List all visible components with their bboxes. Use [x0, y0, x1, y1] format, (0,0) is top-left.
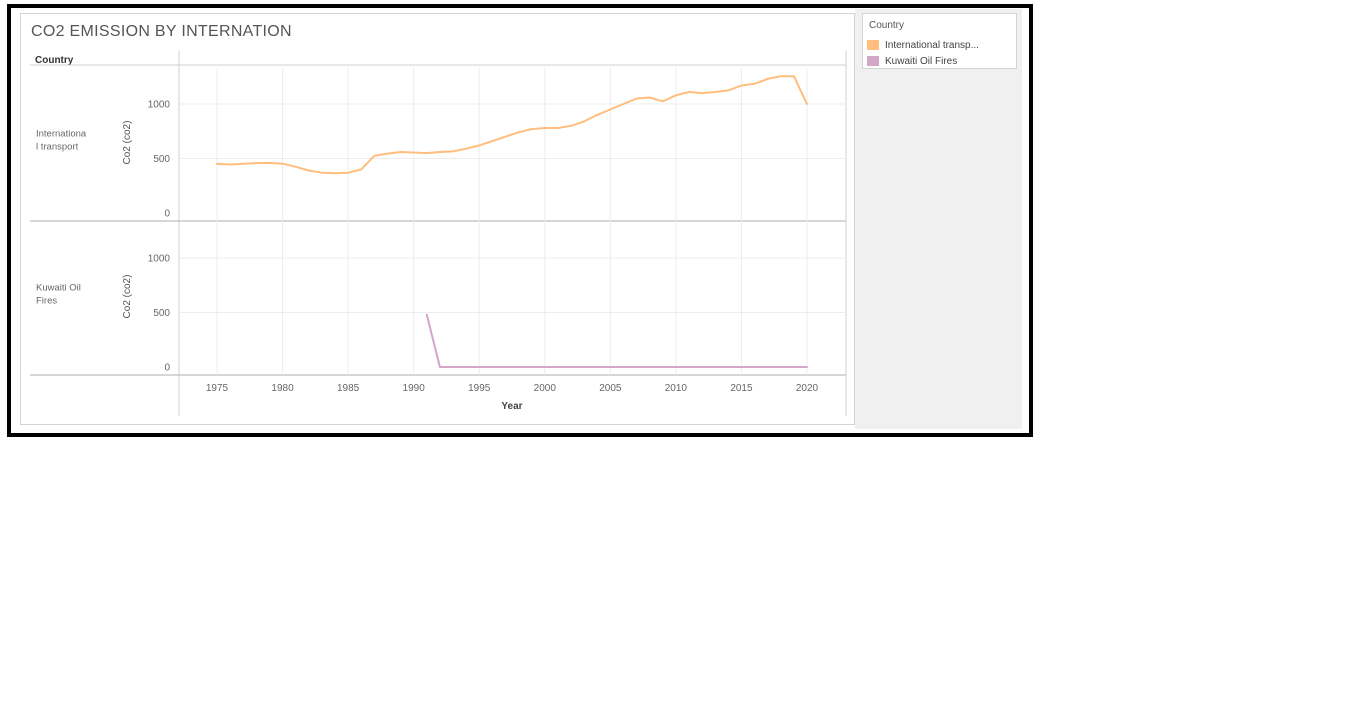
y-tick-label: 0	[164, 363, 170, 374]
legend-item-international-transport[interactable]: International transp...	[867, 38, 979, 52]
x-tick-label: 2015	[730, 383, 753, 394]
chart-title: CO2 EMISSION BY INTERNATION	[31, 23, 292, 40]
legend-swatch	[867, 56, 879, 66]
legend-label: Kuwaiti Oil Fires	[885, 55, 958, 67]
panel-row-label: Kuwaiti Oil	[36, 283, 81, 294]
x-tick-label: 1985	[337, 383, 360, 394]
series-line	[425, 313, 808, 368]
legend-label: International transp...	[885, 39, 979, 51]
legend-title: Country	[869, 20, 905, 31]
y-axis-title: Co2 (co2)	[122, 121, 133, 165]
series-line	[216, 75, 808, 175]
y-tick-label: 0	[164, 209, 170, 220]
y-tick-label: 1000	[148, 100, 171, 111]
x-tick-label: 1995	[468, 383, 491, 394]
x-tick-label: 2010	[665, 383, 688, 394]
tick-labels: 1975 1980 1985 1990 1995 2000 2005 2010 2015 2020…	[122, 100, 819, 395]
x-tick-label: 2000	[534, 383, 557, 394]
x-tick-label: 2005	[599, 383, 622, 394]
series-lines	[216, 75, 808, 368]
x-tick-label: 2020	[796, 383, 819, 394]
gridlines	[179, 68, 846, 375]
x-tick-label: 1975	[206, 383, 229, 394]
legend: Country International transp... Kuwaiti …	[862, 13, 1017, 69]
side-panel	[855, 9, 1022, 429]
x-axis-title: Year	[501, 401, 522, 412]
panel-row-label: Internationa	[36, 129, 87, 140]
y-tick-label: 500	[153, 308, 170, 319]
legend-swatch	[867, 40, 879, 50]
legend-item-kuwaiti-oil-fires[interactable]: Kuwaiti Oil Fires	[867, 54, 957, 68]
chart-container: CO2 EMISSION BY INTERNATION Country Inte…	[20, 13, 855, 425]
y-tick-label: 500	[153, 154, 170, 165]
panel-row-label: l transport	[36, 142, 79, 153]
x-tick-label: 1990	[403, 383, 426, 394]
y-axis-title: Co2 (co2)	[122, 275, 133, 319]
y-tick-label: 1000	[148, 254, 171, 265]
panel-row-label: Fires	[36, 296, 57, 307]
panel-labels: Internationa l transport Kuwaiti Oil Fires	[36, 129, 87, 307]
row-header: Country	[35, 55, 74, 66]
x-tick-label: 1980	[271, 383, 294, 394]
